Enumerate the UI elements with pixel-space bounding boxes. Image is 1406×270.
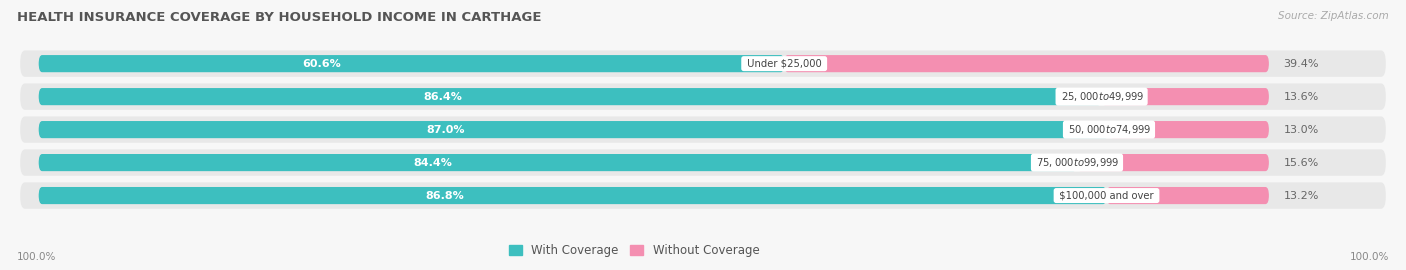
- FancyBboxPatch shape: [39, 187, 1107, 204]
- Text: Under $25,000: Under $25,000: [744, 59, 825, 69]
- FancyBboxPatch shape: [20, 116, 1386, 143]
- Text: $50,000 to $74,999: $50,000 to $74,999: [1066, 123, 1153, 136]
- FancyBboxPatch shape: [39, 121, 1109, 138]
- FancyBboxPatch shape: [20, 182, 1386, 209]
- FancyBboxPatch shape: [1107, 187, 1268, 204]
- Text: 86.8%: 86.8%: [425, 191, 464, 201]
- FancyBboxPatch shape: [39, 55, 785, 72]
- Text: $25,000 to $49,999: $25,000 to $49,999: [1059, 90, 1144, 103]
- Text: 86.4%: 86.4%: [423, 92, 463, 102]
- FancyBboxPatch shape: [39, 88, 1102, 105]
- Text: 84.4%: 84.4%: [413, 158, 453, 168]
- FancyBboxPatch shape: [20, 50, 1386, 77]
- FancyBboxPatch shape: [1077, 154, 1268, 171]
- Text: 15.6%: 15.6%: [1284, 158, 1319, 168]
- Text: 60.6%: 60.6%: [302, 59, 342, 69]
- Text: $75,000 to $99,999: $75,000 to $99,999: [1033, 156, 1121, 169]
- FancyBboxPatch shape: [39, 154, 1077, 171]
- FancyBboxPatch shape: [785, 55, 1268, 72]
- Text: 39.4%: 39.4%: [1284, 59, 1319, 69]
- Text: 100.0%: 100.0%: [17, 252, 56, 262]
- Text: 87.0%: 87.0%: [426, 124, 464, 135]
- Legend: With Coverage, Without Coverage: With Coverage, Without Coverage: [503, 239, 765, 262]
- FancyBboxPatch shape: [20, 83, 1386, 110]
- FancyBboxPatch shape: [1109, 121, 1268, 138]
- FancyBboxPatch shape: [1102, 88, 1268, 105]
- Text: 100.0%: 100.0%: [1350, 252, 1389, 262]
- Text: HEALTH INSURANCE COVERAGE BY HOUSEHOLD INCOME IN CARTHAGE: HEALTH INSURANCE COVERAGE BY HOUSEHOLD I…: [17, 11, 541, 24]
- Text: $100,000 and over: $100,000 and over: [1056, 191, 1157, 201]
- Text: 13.6%: 13.6%: [1284, 92, 1319, 102]
- Text: 13.0%: 13.0%: [1284, 124, 1319, 135]
- FancyBboxPatch shape: [20, 149, 1386, 176]
- Text: Source: ZipAtlas.com: Source: ZipAtlas.com: [1278, 11, 1389, 21]
- Text: 13.2%: 13.2%: [1284, 191, 1319, 201]
